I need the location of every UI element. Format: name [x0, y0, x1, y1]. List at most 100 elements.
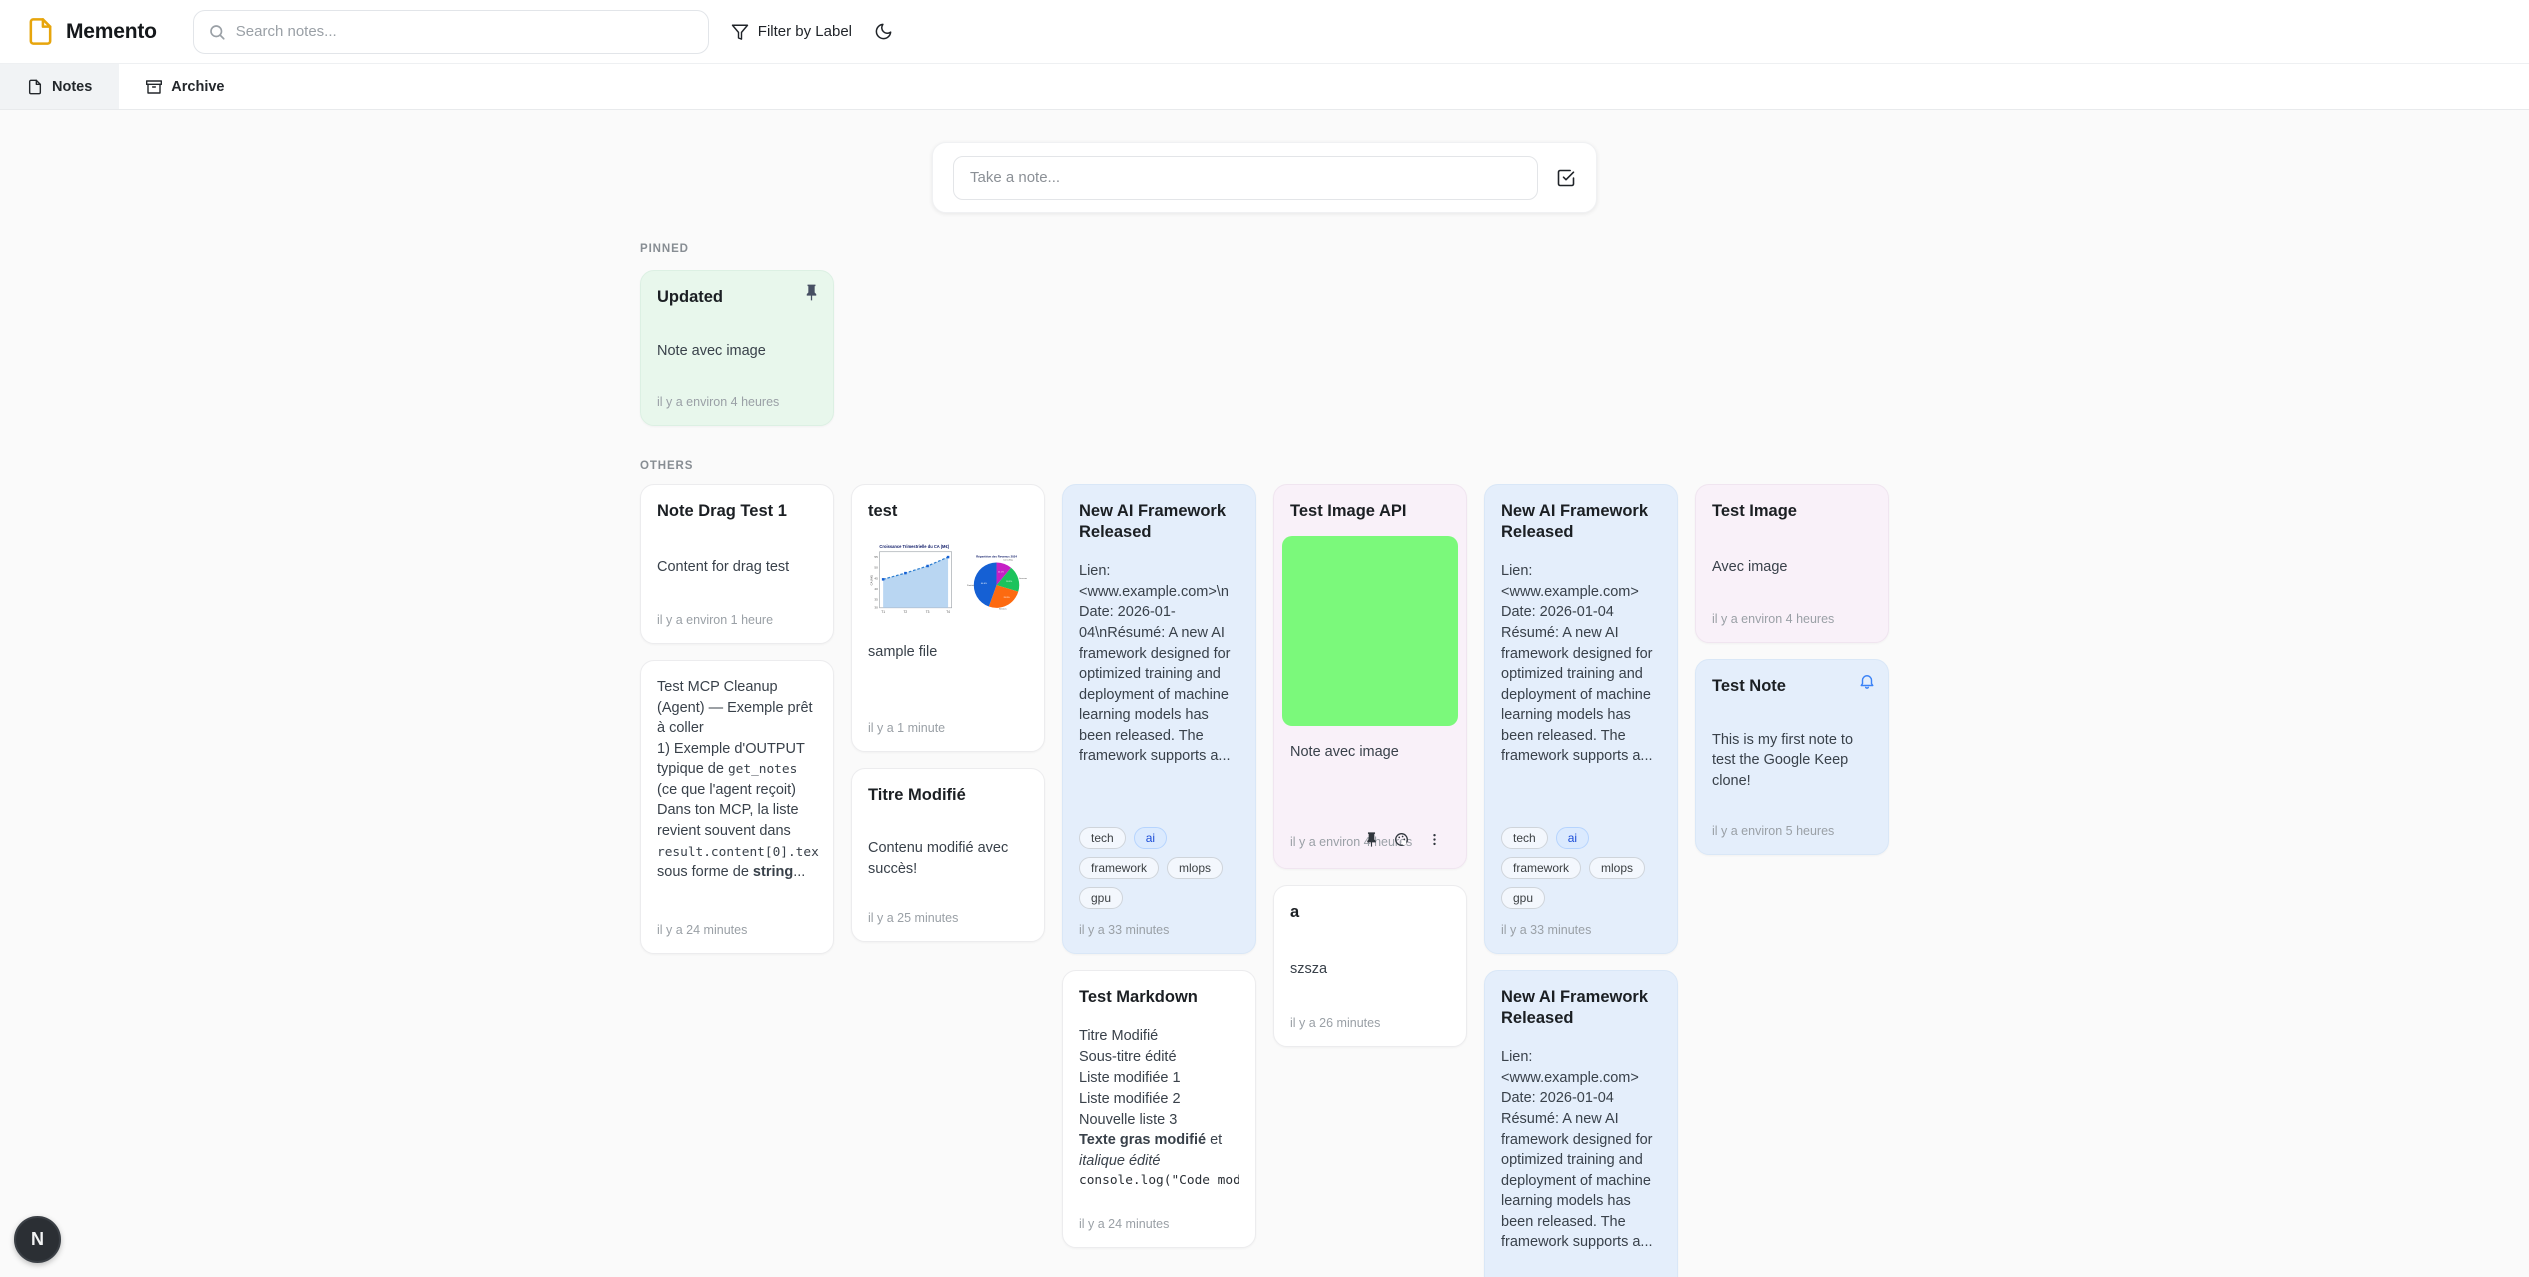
note-body: This is my first note to test the Google… [1712, 731, 1854, 789]
svg-text:T3: T3 [926, 610, 930, 614]
others-grid: Note Drag Test 1 Content for drag test i… [640, 484, 1889, 1277]
note-card-titre-modifie[interactable]: Titre Modifié Contenu modifié avec succè… [851, 768, 1045, 942]
note-body: szsza [1290, 961, 1328, 978]
note-composer[interactable] [932, 142, 1597, 213]
note-timestamp: il y a environ 5 heures [1712, 824, 1835, 838]
svg-text:18.5%: 18.5% [1006, 581, 1012, 583]
note-body: Lien: <www.example.com> Date: 2026-01-04… [1501, 1049, 1653, 1251]
take-a-note-input[interactable] [953, 155, 1538, 200]
grid-column-4: Test Image API Note avec image il y a en… [1273, 484, 1467, 1047]
reminder-bell-icon[interactable] [1858, 672, 1876, 690]
checkbox-icon [1556, 168, 1576, 188]
pin-icon[interactable] [1363, 831, 1380, 848]
app-title: Memento [66, 19, 157, 43]
note-card-mcp-cleanup[interactable]: Test MCP Cleanup (Agent) — Exemple prêt … [640, 660, 834, 954]
note-timestamp: il y a 24 minutes [657, 923, 748, 937]
note-tags: tech ai framework mlops gpu [1079, 827, 1239, 909]
note-card-test-image[interactable]: Test Image Avec image il y a environ 4 h… [1695, 484, 1889, 643]
palette-icon[interactable] [1393, 831, 1410, 848]
pin-icon[interactable] [802, 283, 821, 302]
note-card-drag-test[interactable]: Note Drag Test 1 Content for drag test i… [640, 484, 834, 644]
tab-archive-label: Archive [171, 78, 225, 95]
note-timestamp: il y a 25 minutes [868, 910, 959, 925]
note-body: Titre Modifié Sous-titre édité Liste mod… [1079, 1026, 1239, 1191]
tag-ai[interactable]: ai [1555, 827, 1590, 849]
search-input[interactable] [235, 23, 694, 40]
note-card-test-markdown[interactable]: Test Markdown Titre Modifié Sous-titre é… [1062, 970, 1256, 1248]
user-avatar[interactable]: N [14, 1216, 61, 1263]
note-timestamp: il y a 26 minutes [1290, 1016, 1381, 1030]
note-card-new-ai-1[interactable]: New AI Framework Released Lien: <www.exa… [1062, 484, 1256, 954]
note-card-test-image-api[interactable]: Test Image API Note avec image il y a en… [1273, 484, 1467, 869]
svg-text:T1: T1 [881, 610, 885, 614]
note-timestamp: il y a environ 1 heure [657, 613, 774, 627]
note-card-new-ai-2[interactable]: New AI Framework Released Lien: <www.exa… [1484, 484, 1678, 954]
note-title: New AI Framework Released [1079, 502, 1227, 542]
note-title: Test Image [1712, 502, 1797, 520]
grid-column-1: Note Drag Test 1 Content for drag test i… [640, 484, 834, 954]
note-body: Note avec image [1290, 744, 1399, 761]
others-section-label: OTHERS [640, 460, 694, 472]
svg-text:T2: T2 [903, 610, 907, 614]
tag-ai[interactable]: ai [1133, 827, 1168, 849]
grid-column-6: Test Image Avec image il y a environ 4 h… [1695, 484, 1889, 855]
svg-text:30: 30 [874, 606, 878, 610]
tag-mlops[interactable]: mlops [1589, 857, 1646, 879]
note-title: Note Drag Test 1 [657, 502, 787, 520]
note-card-test[interactable]: test Croissance Trimestrielle du CA (M€) [851, 484, 1045, 752]
moon-icon [874, 22, 893, 41]
note-body: Test MCP Cleanup (Agent) — Exemple prêt … [657, 679, 823, 881]
tag-gpu[interactable]: gpu [1501, 887, 1546, 909]
new-checklist-button[interactable] [1556, 168, 1576, 188]
tag-tech[interactable]: tech [1079, 827, 1126, 849]
note-title: Titre Modifié [868, 786, 966, 804]
dark-mode-toggle[interactable] [874, 22, 893, 41]
search-box[interactable] [192, 9, 709, 54]
note-attachments: Croissance Trimestrielle du CA (M€) 55 50… [868, 536, 1028, 628]
note-card-new-ai-3[interactable]: New AI Framework Released Lien: <www.exa… [1484, 970, 1678, 1277]
svg-text:11.1%: 11.1% [998, 572, 1004, 574]
area-chart-thumbnail: Croissance Trimestrielle du CA (M€) 55 50… [868, 537, 957, 628]
svg-text:55: 55 [874, 555, 878, 559]
note-title: New AI Framework Released [1501, 988, 1649, 1028]
more-options-icon[interactable] [1427, 831, 1442, 848]
note-title: Test Image API [1290, 502, 1407, 520]
inline-code: get_notes [727, 762, 798, 778]
note-title: New AI Framework Released [1501, 502, 1649, 542]
view-tabs: Notes Archive [0, 64, 2529, 110]
tag-framework[interactable]: framework [1079, 857, 1160, 879]
svg-text:Licences: Licences [1019, 578, 1027, 580]
tab-archive[interactable]: Archive [119, 64, 251, 109]
tag-mlops[interactable]: mlops [1167, 857, 1224, 879]
note-timestamp: il y a environ 4 heures [1290, 835, 1413, 849]
app-logo: Memento [26, 17, 157, 46]
tag-tech[interactable]: tech [1501, 827, 1548, 849]
pinned-section-label: PINNED [640, 243, 689, 255]
tab-notes[interactable]: Notes [0, 64, 120, 109]
avatar-initial: N [31, 1229, 44, 1249]
svg-text:Répartition des Revenus 2024: Répartition des Revenus 2024 [976, 555, 1017, 559]
tag-framework[interactable]: framework [1501, 857, 1582, 879]
note-body: Avec image [1712, 558, 1788, 575]
svg-text:50: 50 [874, 566, 878, 570]
tab-notes-label: Notes [52, 78, 93, 95]
notes-board: PINNED Updated Note avec image il y a en… [640, 243, 1889, 1277]
note-title: Test Markdown [1079, 988, 1198, 1006]
note-timestamp: il y a environ 4 heures [657, 395, 780, 409]
note-card-a[interactable]: a szsza il y a 26 minutes [1273, 885, 1467, 1047]
filter-by-label-button[interactable]: Filter by Label [731, 23, 852, 41]
svg-text:44.4%: 44.4% [981, 583, 987, 585]
svg-text:T4: T4 [946, 610, 950, 614]
archive-box-icon [146, 79, 163, 95]
svg-text:Croissance Trimestrielle du CA: Croissance Trimestrielle du CA (M€) [879, 544, 949, 549]
note-timestamp: il y a 24 minutes [1079, 1217, 1170, 1231]
note-title: Test Note [1712, 677, 1786, 695]
code-line: console.log("Code mod [1079, 1173, 1239, 1189]
note-card-test-note[interactable]: Test Note This is my first note to test … [1695, 659, 1889, 855]
note-card-updated[interactable]: Updated Note avec image il y a environ 4… [640, 270, 834, 426]
svg-text:35: 35 [874, 598, 878, 602]
note-timestamp: il y a 33 minutes [1079, 923, 1170, 937]
tag-gpu[interactable]: gpu [1079, 887, 1124, 909]
pie-chart-thumbnail: Répartition des Revenus 2024 44.4% 25.9%… [964, 537, 1028, 628]
